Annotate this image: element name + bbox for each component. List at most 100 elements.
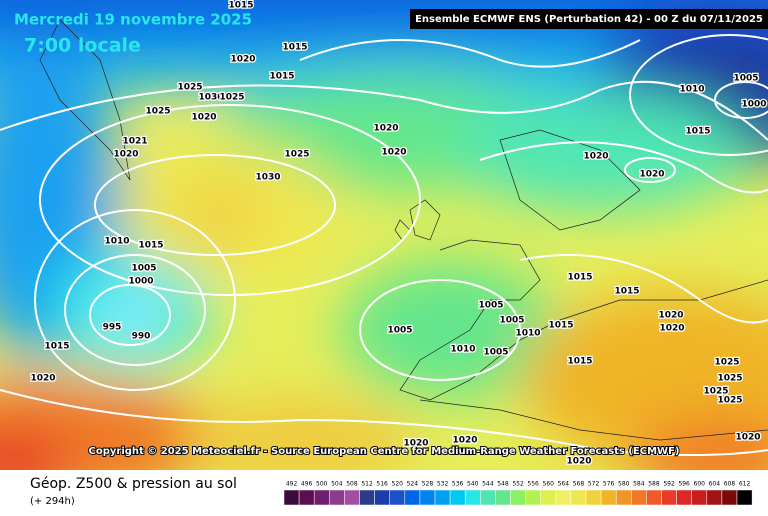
scale-label: 536 (452, 481, 464, 488)
scale-label: 556 (527, 481, 539, 488)
isobar-label: 1020 (381, 148, 406, 158)
scale-label: 544 (482, 481, 494, 488)
scale-swatch (676, 489, 692, 506)
isobar-label: 990 (132, 332, 151, 342)
scale-swatch (404, 489, 421, 506)
scale-label: 528 (422, 481, 434, 488)
scale-swatch (464, 489, 481, 506)
isobar-label: 1020 (403, 439, 428, 449)
coastlines (39, 19, 768, 441)
isobar-label: 1020 (639, 170, 664, 180)
scale-label: 580 (618, 481, 630, 488)
isobar-label: 1025 (284, 150, 309, 160)
scale-swatch (555, 489, 572, 506)
scale-swatch (374, 489, 390, 506)
copyright: Copyright © 2025 Meteociel.fr - Source E… (89, 446, 680, 457)
scale-label: 572 (588, 481, 600, 488)
scale-label: 604 (709, 481, 721, 488)
isobar-label: 1005 (478, 301, 503, 311)
isobar-label: 1015 (567, 273, 592, 283)
scale-swatch (570, 489, 587, 506)
run-box (410, 9, 768, 29)
isobar-label: 1015 (228, 1, 253, 11)
isobar-label: 1015 (548, 321, 573, 331)
scale-label: 592 (663, 481, 675, 488)
scale-swatch (600, 489, 617, 506)
scale-label: 608 (724, 481, 736, 488)
scale-swatch (283, 489, 300, 506)
isobar-label: 1010 (450, 345, 475, 355)
isobar-label: 1005 (483, 348, 508, 358)
scale-swatch (615, 489, 632, 506)
scale-swatch (585, 489, 602, 506)
isobar-label: 1015 (567, 357, 592, 367)
isobar-label: 1000 (741, 100, 766, 110)
isobar-label: 1020 (452, 436, 477, 446)
scale-swatch (721, 489, 738, 506)
isobar-label: 1015 (138, 241, 163, 251)
isobar-label: 1025 (714, 358, 739, 368)
scale-label: 612 (739, 481, 751, 488)
scale-label: 508 (346, 481, 358, 488)
scale-label: 588 (648, 481, 660, 488)
scale-swatch (510, 489, 526, 506)
scale-label: 552 (512, 481, 524, 488)
scale-label: 568 (573, 481, 585, 488)
isobar-label: 1021 (122, 137, 147, 147)
isobar-label: 1020 (191, 113, 216, 123)
isobar-label: 1030 (198, 93, 223, 103)
isobar-label: 1025 (219, 93, 244, 103)
isobar-label: 1005 (733, 74, 758, 84)
isobar-label: 1005 (131, 264, 156, 274)
scale-swatch (691, 489, 708, 506)
isobar-label: 1020 (230, 55, 255, 65)
isobar-label: 1015 (282, 43, 307, 53)
scale-swatch (661, 489, 677, 506)
isobar-label: 1015 (614, 287, 639, 297)
isobar-label: 1020 (735, 433, 760, 443)
date-label: Mercredi 19 novembre 2025 (14, 11, 252, 29)
run-label: Ensemble ECMWF ENS (Perturbation 42) - 0… (415, 14, 763, 25)
scale-label: 532 (437, 481, 449, 488)
isobar-label: 1015 (269, 72, 294, 82)
isobar-label: 1025 (717, 374, 742, 384)
isobar-label: 1025 (177, 83, 202, 93)
scale-swatch (359, 489, 375, 506)
isobar-label: 1005 (499, 316, 524, 326)
isobars (0, 34, 768, 456)
scale-swatch (525, 489, 541, 506)
scale-label: 524 (407, 481, 419, 488)
scale-swatch (313, 489, 330, 506)
scale-swatch (434, 489, 451, 506)
isobar-label: 1015 (44, 342, 69, 352)
scale-swatch (298, 489, 315, 506)
isobar-label: 1030 (255, 173, 280, 183)
scale-swatch (419, 489, 436, 506)
scale-swatch (449, 489, 466, 506)
isobar-labels: 1015101510201015102510301025102510201020… (29, 0, 768, 468)
isobar-label: 1025 (145, 107, 170, 117)
isobar-label: 1020 (583, 152, 608, 162)
time-label: 7:00 locale (24, 35, 141, 57)
scale-label: 520 (392, 481, 404, 488)
scale-label: 496 (301, 481, 313, 488)
isobar-label: 1020 (30, 374, 55, 384)
scale-swatch (706, 489, 723, 506)
isobar-label: 1005 (387, 326, 412, 336)
isobar-label: 1020 (659, 324, 684, 334)
scale-label: 596 (678, 481, 690, 488)
scale-swatch (736, 489, 753, 506)
scale-label: 560 (543, 481, 555, 488)
color-scale: 492 496 500 504 508 512 516 520 524 528 532 536 540 5… (283, 481, 753, 506)
isobar-label: 1010 (679, 85, 704, 95)
footer-title: Géop. Z500 & pression au sol (30, 476, 237, 492)
scale-label: 500 (316, 481, 328, 488)
isobar-label: 1025 (717, 396, 742, 406)
scale-swatch (329, 489, 345, 506)
scale-label: 492 (286, 481, 298, 488)
isobar-label: 1025 (703, 387, 728, 397)
isobar-label: 1020 (566, 457, 591, 467)
